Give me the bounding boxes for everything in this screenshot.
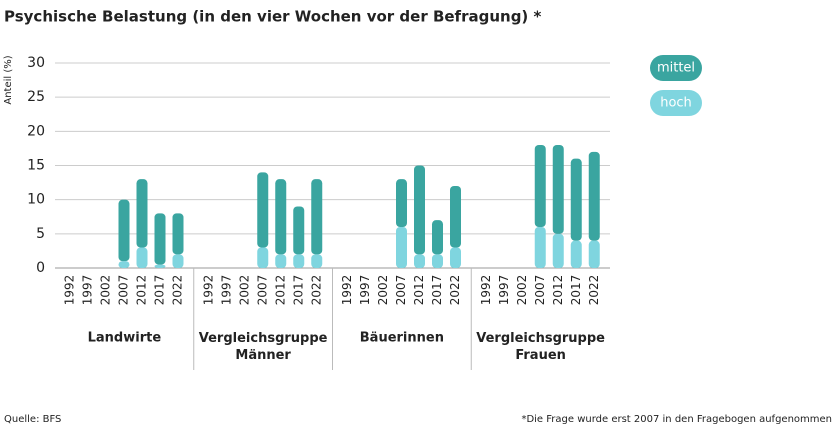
x-tick-label: 2017 (569, 275, 583, 306)
bar-segment (552, 145, 564, 234)
x-tick-label: 2022 (171, 275, 185, 306)
bar-segment (534, 145, 546, 227)
bar-segment (588, 240, 600, 268)
x-tick-label: 2007 (117, 275, 131, 306)
y-axis-label: Anteil (%) (3, 55, 14, 104)
x-tick-label: 2002 (99, 275, 113, 306)
x-tick-label: 2022 (587, 275, 601, 306)
bar-segment (257, 172, 269, 248)
y-tick-label: 15 (27, 158, 45, 174)
bar-segment (136, 247, 148, 268)
bar-segment (432, 254, 443, 268)
x-tick-label: 2007 (255, 275, 269, 306)
x-tick-label: 2002 (515, 275, 529, 306)
y-tick-label: 5 (36, 226, 45, 242)
y-tick-label: 10 (27, 192, 45, 208)
group-label: Bäuerinnen (360, 331, 444, 346)
legend-label: hoch (660, 96, 692, 111)
footnote: *Die Frage wurde erst 2007 in den Frageb… (521, 414, 832, 425)
bar-segment (570, 158, 582, 241)
x-tick-label: 2007 (394, 275, 408, 306)
legend-label: mittel (657, 61, 695, 76)
x-tick-label: 2012 (412, 275, 426, 306)
x-tick-label: 2022 (448, 275, 462, 306)
y-tick-label: 20 (27, 123, 45, 139)
bar-segment (293, 206, 305, 255)
x-tick-label: 2012 (273, 275, 287, 306)
bar-segment (570, 240, 582, 268)
x-tick-label: 2012 (135, 275, 149, 306)
x-tick-label: 2002 (376, 275, 390, 306)
bar-segment (311, 179, 323, 255)
group-label: Landwirte (88, 331, 162, 346)
group-label: Vergleichsgruppe Frauen (476, 331, 605, 363)
x-tick-label: 2007 (533, 275, 547, 306)
x-tick-label: 1997 (219, 275, 233, 306)
bar-segment (414, 254, 425, 268)
x-tick-label: 1997 (81, 275, 95, 306)
bar-segment (450, 186, 461, 248)
bar-segment (136, 179, 148, 248)
bar-segment (588, 151, 600, 241)
bar-segment (534, 227, 546, 268)
x-tick-label: 1992 (63, 275, 77, 306)
bar-segment (257, 247, 269, 268)
x-tick-label: 2012 (551, 275, 565, 306)
x-tick-label: 1992 (340, 275, 354, 306)
bar-segment (396, 179, 407, 227)
bar-segment (293, 254, 305, 268)
bar-segment (552, 233, 564, 268)
source: Quelle: BFS (4, 414, 61, 425)
group-label: Vergleichsgruppe Männer (199, 331, 328, 363)
x-tick-label: 2022 (309, 275, 323, 306)
legend-swatch (650, 90, 702, 116)
bar-segment (450, 247, 461, 268)
bar-segment (432, 220, 443, 255)
bar-segment (118, 199, 130, 262)
y-tick-label: 30 (27, 55, 45, 71)
bar-segment (154, 213, 166, 265)
y-tick-label: 0 (36, 260, 45, 276)
bar-segment (396, 227, 407, 268)
legend-swatch (650, 55, 702, 81)
x-tick-label: 1992 (201, 275, 215, 306)
bar-segment (172, 254, 184, 268)
bar-segment (154, 264, 166, 268)
bar-segment (118, 261, 130, 268)
y-tick-label: 25 (27, 89, 45, 105)
x-tick-label: 1997 (358, 275, 372, 306)
x-tick-label: 2017 (291, 275, 305, 306)
x-tick-label: 1997 (497, 275, 511, 306)
x-tick-label: 2017 (153, 275, 167, 306)
chart-title: Psychische Belastung (in den vier Wochen… (4, 8, 542, 26)
bar-segment (275, 179, 287, 255)
bar-segment (414, 165, 425, 255)
bar-segment (172, 213, 184, 255)
x-tick-label: 2002 (237, 275, 251, 306)
x-tick-label: 1992 (479, 275, 493, 306)
x-tick-label: 2017 (430, 275, 444, 306)
bar-segment (311, 254, 323, 268)
bar-segment (275, 254, 287, 268)
